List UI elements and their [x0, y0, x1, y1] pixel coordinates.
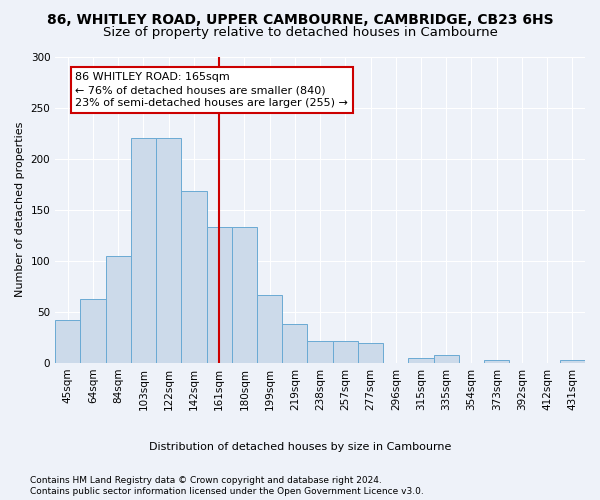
- Bar: [484, 360, 509, 363]
- Bar: [232, 227, 257, 363]
- Bar: [358, 342, 383, 363]
- Bar: [55, 320, 80, 363]
- Bar: [181, 192, 206, 363]
- Y-axis label: Number of detached properties: Number of detached properties: [15, 122, 25, 298]
- Bar: [206, 227, 232, 363]
- Bar: [106, 256, 131, 363]
- Bar: [560, 360, 585, 363]
- Text: 86, WHITLEY ROAD, UPPER CAMBOURNE, CAMBRIDGE, CB23 6HS: 86, WHITLEY ROAD, UPPER CAMBOURNE, CAMBR…: [47, 12, 553, 26]
- Text: Size of property relative to detached houses in Cambourne: Size of property relative to detached ho…: [103, 26, 497, 39]
- Bar: [307, 340, 332, 363]
- Bar: [257, 294, 282, 363]
- Bar: [332, 340, 358, 363]
- Bar: [409, 358, 434, 363]
- Bar: [156, 138, 181, 363]
- Text: Contains public sector information licensed under the Open Government Licence v3: Contains public sector information licen…: [30, 488, 424, 496]
- Text: 86 WHITLEY ROAD: 165sqm
← 76% of detached houses are smaller (840)
23% of semi-d: 86 WHITLEY ROAD: 165sqm ← 76% of detache…: [76, 72, 348, 108]
- Bar: [434, 355, 459, 363]
- Bar: [80, 298, 106, 363]
- Text: Distribution of detached houses by size in Cambourne: Distribution of detached houses by size …: [149, 442, 451, 452]
- Bar: [131, 138, 156, 363]
- Text: Contains HM Land Registry data © Crown copyright and database right 2024.: Contains HM Land Registry data © Crown c…: [30, 476, 382, 485]
- Bar: [282, 324, 307, 363]
